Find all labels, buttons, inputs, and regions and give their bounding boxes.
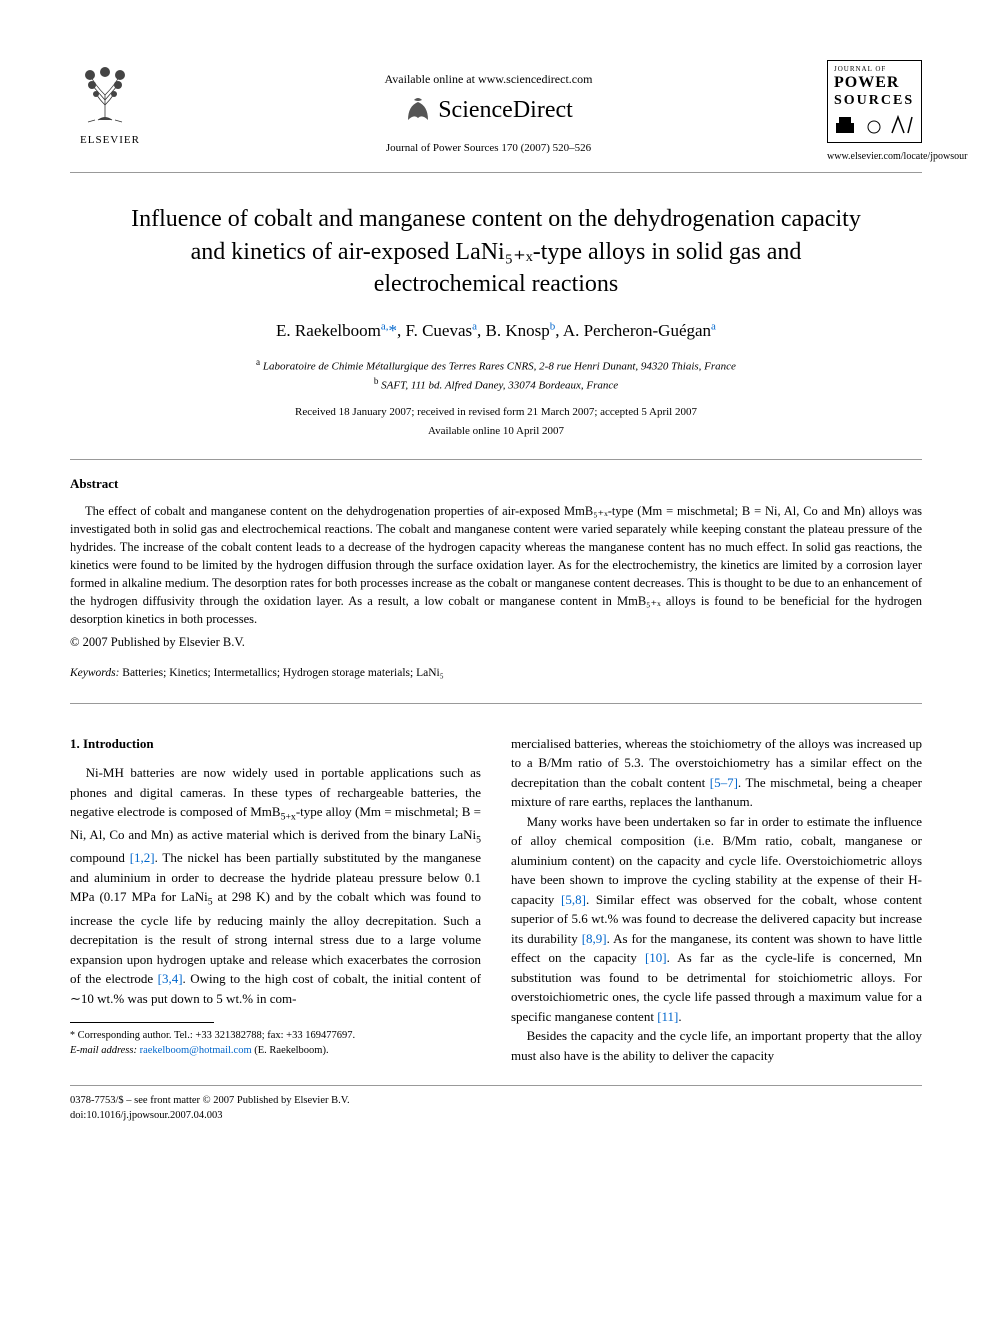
header-divider xyxy=(70,172,922,173)
intro-paragraph-2: Many works have been undertaken so far i… xyxy=(511,812,922,1027)
journal-logo: JOURNAL OF POWER SOURCES www.elsevier.co… xyxy=(827,60,922,164)
elsevier-tree-icon xyxy=(70,60,140,130)
sciencedirect-text: ScienceDirect xyxy=(438,92,573,128)
affiliation-a: a Laboratoire de Chimie Métallurgique de… xyxy=(70,356,922,375)
date-available: Available online 10 April 2007 xyxy=(70,423,922,440)
footnote-email-link[interactable]: raekelboom@hotmail.com xyxy=(140,1045,252,1056)
footnote-email-attr: (E. Raekelboom). xyxy=(254,1045,328,1056)
journal-url[interactable]: www.elsevier.com/locate/jpowsour xyxy=(827,149,922,164)
intro-paragraph-1-cont: mercialised batteries, whereas the stoic… xyxy=(511,734,922,812)
available-online-text: Available online at www.sciencedirect.co… xyxy=(150,70,827,88)
keywords: Keywords: Batteries; Kinetics; Intermeta… xyxy=(70,665,922,682)
date-received: Received 18 January 2007; received in re… xyxy=(70,404,922,421)
footnote-email-label: E-mail address: xyxy=(70,1045,137,1056)
sciencedirect-icon xyxy=(404,96,432,124)
footnote-star-icon: * xyxy=(70,1030,75,1041)
column-left: 1. Introduction Ni-MH batteries are now … xyxy=(70,734,481,1066)
header-row: ELSEVIER Available online at www.science… xyxy=(70,60,922,164)
column-right: mercialised batteries, whereas the stoic… xyxy=(511,734,922,1066)
keywords-label: Keywords: xyxy=(70,667,119,679)
abstract-top-divider xyxy=(70,459,922,460)
center-header: Available online at www.sciencedirect.co… xyxy=(150,60,827,157)
intro-paragraph-3: Besides the capacity and the cycle life,… xyxy=(511,1026,922,1065)
elsevier-logo: ELSEVIER xyxy=(70,60,150,149)
journal-logo-graphic-icon xyxy=(834,109,914,135)
two-column-body: 1. Introduction Ni-MH batteries are now … xyxy=(70,734,922,1066)
elsevier-label: ELSEVIER xyxy=(70,132,150,149)
footnote-divider xyxy=(70,1022,214,1023)
journal-logo-line1: JOURNAL OF xyxy=(834,65,915,73)
introduction-heading: 1. Introduction xyxy=(70,734,481,754)
journal-logo-box: JOURNAL OF POWER SOURCES xyxy=(827,60,922,143)
journal-logo-line2: POWER xyxy=(834,73,915,92)
authors-list: E. Raekelbooma,*, F. Cuevasa, B. Knospb,… xyxy=(70,318,922,344)
footer-doi[interactable]: doi:10.1016/j.jpowsour.2007.04.003 xyxy=(70,1109,922,1124)
corresponding-author-footnote: * Corresponding author. Tel.: +33 321382… xyxy=(70,1029,481,1058)
sciencedirect-logo: ScienceDirect xyxy=(150,92,827,128)
abstract-copyright: © 2007 Published by Elsevier B.V. xyxy=(70,633,922,652)
journal-logo-line3: SOURCES xyxy=(834,93,915,110)
affiliations: a Laboratoire de Chimie Métallurgique de… xyxy=(70,356,922,394)
journal-reference: Journal of Power Sources 170 (2007) 520–… xyxy=(150,140,827,157)
footer-divider xyxy=(70,1085,922,1086)
abstract-bottom-divider xyxy=(70,703,922,704)
intro-paragraph-1: Ni-MH batteries are now widely used in p… xyxy=(70,763,481,1008)
footnote-corr-text: Corresponding author. Tel.: +33 32138278… xyxy=(78,1030,355,1041)
abstract-text: The effect of cobalt and manganese conte… xyxy=(70,502,922,629)
abstract-heading: Abstract xyxy=(70,474,922,494)
article-title: Influence of cobalt and manganese conten… xyxy=(130,203,862,300)
affiliation-b: b SAFT, 111 bd. Alfred Daney, 33074 Bord… xyxy=(70,375,922,394)
footer-line1: 0378-7753/$ – see front matter © 2007 Pu… xyxy=(70,1094,922,1109)
keywords-text: Batteries; Kinetics; Intermetallics; Hyd… xyxy=(122,667,443,679)
